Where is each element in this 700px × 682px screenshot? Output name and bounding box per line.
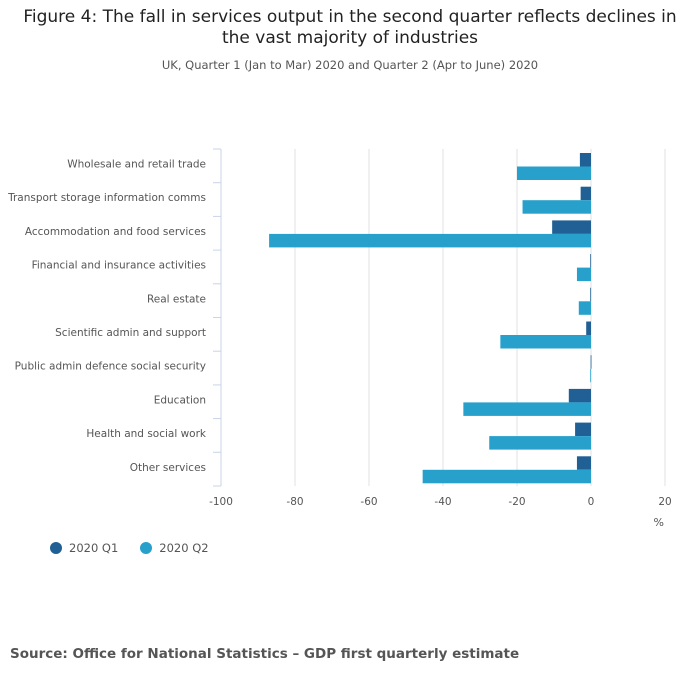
chart-title: Figure 4: The fall in services output in… bbox=[23, 7, 677, 48]
x-tick-label: -40 bbox=[434, 496, 451, 508]
legend-item-q2: 2020 Q2 bbox=[140, 541, 209, 555]
x-tick-label: 0 bbox=[588, 496, 595, 508]
source-note: Source: Office for National Statistics –… bbox=[10, 646, 520, 662]
bar-q1 bbox=[576, 456, 591, 470]
bar-q2 bbox=[463, 402, 591, 416]
category-label: Health and social work bbox=[86, 428, 207, 440]
legend-item-q1: 2020 Q1 bbox=[50, 541, 118, 555]
category-label: Other services bbox=[130, 462, 206, 474]
legend: 2020 Q1 2020 Q2 bbox=[50, 541, 209, 555]
bar-q2 bbox=[489, 436, 591, 450]
bar-q2 bbox=[578, 301, 591, 315]
category-label: Real estate bbox=[147, 293, 206, 305]
category-label: Scientific admin and support bbox=[55, 327, 206, 339]
bar-q2 bbox=[590, 368, 592, 383]
bar-q1 bbox=[586, 321, 591, 335]
category-label: Public admin defence social security bbox=[15, 361, 206, 373]
x-axis-label: % bbox=[654, 516, 664, 529]
bar-q1 bbox=[590, 287, 592, 302]
x-tick-label: 20 bbox=[658, 496, 671, 508]
category-label: Financial and insurance activities bbox=[32, 260, 206, 272]
bar-q1 bbox=[580, 186, 591, 201]
bar-q1 bbox=[579, 153, 591, 167]
legend-swatch-q1 bbox=[50, 542, 62, 554]
bar-q2 bbox=[522, 200, 591, 214]
bar-q1 bbox=[552, 220, 591, 234]
legend-label-q2: 2020 Q2 bbox=[159, 541, 209, 555]
bar-chart: Wholesale and retail trade Transport stor… bbox=[7, 148, 672, 529]
chart-subtitle: UK, Quarter 1 (Jan to Mar) 2020 and Quar… bbox=[161, 58, 539, 72]
bar-q2 bbox=[422, 469, 591, 484]
category-label: Accommodation and food services bbox=[25, 226, 206, 238]
x-tick-label: -60 bbox=[360, 496, 377, 508]
x-tick-label: -100 bbox=[209, 496, 233, 508]
bar-q2 bbox=[500, 335, 591, 349]
bar-q1 bbox=[590, 355, 592, 369]
x-tick-label: -80 bbox=[286, 496, 303, 508]
category-label: Wholesale and retail trade bbox=[67, 159, 206, 171]
legend-swatch-q2 bbox=[140, 542, 153, 554]
category-label: Education bbox=[154, 394, 206, 406]
bar-q1 bbox=[568, 388, 591, 403]
bar-q2 bbox=[517, 166, 591, 180]
bar-q1 bbox=[575, 422, 591, 437]
x-tick-label: -20 bbox=[508, 496, 525, 508]
legend-label-q1: 2020 Q1 bbox=[69, 541, 119, 555]
bar-q1 bbox=[590, 254, 592, 268]
category-label: Transport storage information comms bbox=[7, 192, 206, 204]
bar-q2 bbox=[576, 267, 591, 282]
bar-q2 bbox=[269, 233, 591, 248]
